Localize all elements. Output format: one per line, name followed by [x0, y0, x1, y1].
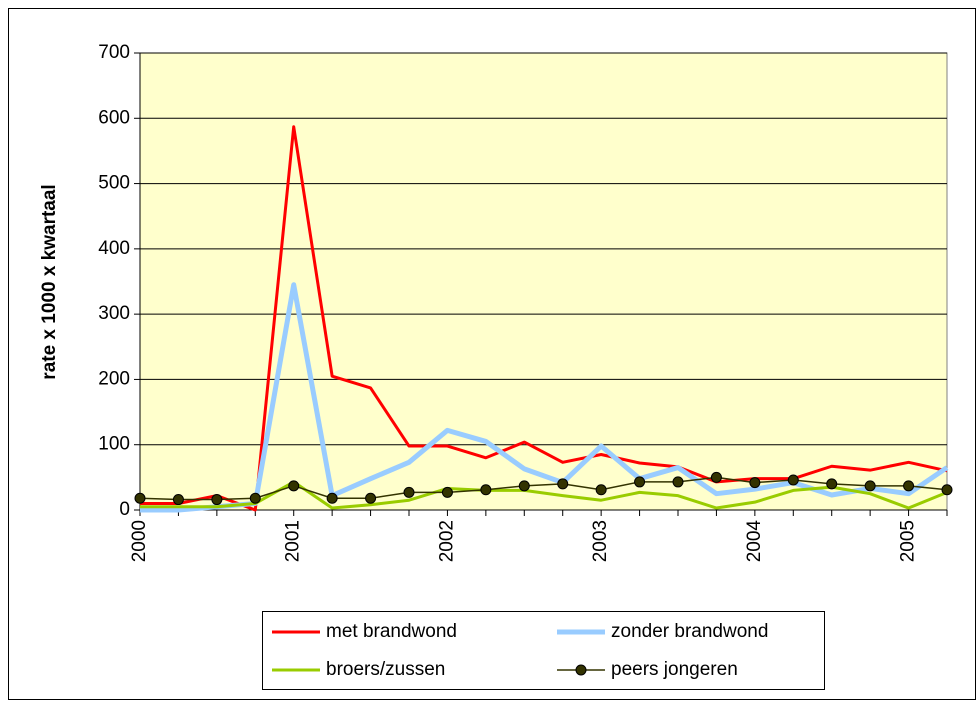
y-tick-label: 500: [98, 173, 130, 194]
series-marker: [288, 480, 300, 492]
legend-label: broers/zussen: [326, 659, 445, 680]
x-tick-label: 2005: [898, 520, 919, 562]
series-marker: [634, 476, 646, 488]
series-marker: [365, 492, 377, 504]
series-marker: [672, 476, 684, 488]
series-marker: [710, 471, 722, 483]
series-marker: [518, 480, 530, 492]
y-tick-label: 0: [119, 499, 130, 520]
series-marker: [903, 480, 915, 492]
series-marker: [134, 492, 146, 504]
y-axis-label: rate x 1000 x kwartaal: [39, 184, 60, 379]
series-marker: [595, 484, 607, 496]
legend-label: zonder brandwond: [611, 621, 768, 642]
series-marker: [403, 486, 415, 498]
x-tick-label: 2000: [129, 520, 150, 562]
legend-label: met brandwond: [326, 621, 457, 642]
series-marker: [864, 480, 876, 492]
series-marker: [172, 494, 184, 506]
legend-label: peers jongeren: [611, 659, 738, 680]
y-tick-label: 700: [98, 42, 130, 63]
x-tick-label: 2002: [436, 520, 457, 562]
series-marker: [749, 477, 761, 489]
y-tick-label: 300: [98, 303, 130, 324]
x-tick-label: 2001: [283, 520, 304, 562]
series-line: [139, 476, 948, 501]
y-tick-label: 400: [98, 238, 130, 259]
legend-marker: [575, 664, 587, 676]
series-marker: [787, 474, 799, 486]
legend: [262, 611, 825, 690]
series-marker: [249, 492, 261, 504]
series-marker: [326, 492, 338, 504]
y-tick-label: 600: [98, 107, 130, 128]
series-line: [140, 125, 948, 512]
y-tick-label: 200: [98, 368, 130, 389]
series-marker: [211, 494, 223, 506]
series-marker: [941, 484, 953, 496]
x-tick-label: 2004: [744, 520, 765, 563]
series-marker: [826, 478, 838, 490]
series-marker: [480, 484, 492, 496]
series-marker: [441, 486, 453, 498]
y-tick-label: 100: [98, 434, 130, 455]
series-marker: [557, 478, 569, 490]
x-tick-label: 2003: [590, 520, 611, 562]
